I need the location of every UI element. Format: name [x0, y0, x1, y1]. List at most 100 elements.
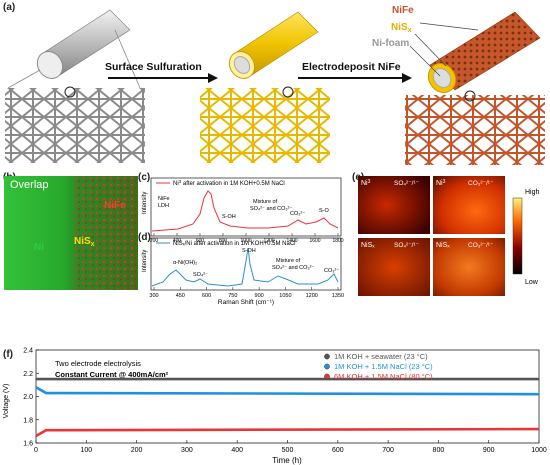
series-line-3: [35, 427, 540, 438]
legend-marker-2: [324, 363, 330, 370]
panel-c-ann-nife: NiFe: [158, 196, 170, 202]
step2-label: Electrodeposit NiFe: [302, 61, 401, 73]
xtick-label: 200: [150, 238, 159, 244]
panel-c-ylabel: Intensity: [142, 192, 148, 214]
x-tick-label: 0: [34, 447, 38, 454]
xtick-label: 1200: [263, 238, 274, 244]
panel-d-ann-so4: SO₄²⁻: [193, 272, 208, 278]
panel-d-ann-nioh: α-Ni(OH)₂: [173, 260, 197, 266]
panels-c-d-raman: Intensity Ni3 after activation in 1M KOH…: [142, 177, 344, 306]
map-4-ion: CO₃²⁻/¹⁻: [468, 242, 494, 249]
map-2-ion: CO₃²⁻/¹⁻: [468, 180, 494, 187]
x-tick-label: 500: [282, 447, 294, 454]
panel-a-schematic: Surface Sulfuration Electrodeposit NiFe …: [5, 5, 545, 165]
y-tick-label: 2.4: [23, 348, 33, 355]
map-nis-so4: [358, 238, 430, 296]
map-ni3-co3: [433, 176, 505, 234]
x-tick-label: 1000: [531, 447, 547, 454]
panel-d-frame: [150, 237, 342, 291]
y-tick-label: 2.0: [23, 394, 33, 401]
xtick-label: 1350: [332, 293, 344, 299]
xtick-label: 1600: [309, 238, 320, 244]
panel-e-raman-maps: Ni3 SO₄²⁻/¹⁻ Ni3 CO₃²⁻/¹⁻ NiSₓ SO₄²⁻/¹⁻ …: [358, 176, 540, 296]
xtick-label: 800: [219, 238, 228, 244]
nis-rod: [228, 11, 319, 79]
panel-c-ann-mix1: Mixture of: [253, 199, 278, 205]
panel-f-xlabel: Time (h): [272, 456, 302, 465]
ni-foam-rod: [36, 9, 131, 79]
colorbar-low: Low: [525, 279, 539, 286]
xtick-label: 1800: [332, 238, 343, 244]
nifoam-layer-label: Ni-foam: [372, 38, 409, 49]
xtick-label: 900: [255, 293, 264, 299]
x-tick-label: 700: [382, 447, 394, 454]
panel-d-spectrum: [151, 247, 339, 287]
y-tick-label: 1.6: [23, 441, 33, 448]
x-tick-label: 800: [433, 447, 445, 454]
x-tick-label: 600: [332, 447, 344, 454]
panel-d-ann-mix2: SO₄²⁻ and CO₃²⁻: [272, 265, 314, 271]
panel-b-eds-overlap-map: Overlap NiFe NiSx Ni: [4, 176, 138, 290]
series-line-2: [35, 386, 540, 396]
y-tick-label: 1.8: [23, 417, 33, 424]
map-2-species: Ni3: [436, 179, 446, 187]
panel-d-ann-soh: S-OH: [242, 248, 256, 254]
map-nis-co3: [433, 238, 505, 296]
map-4-species: NiSₓ: [436, 242, 450, 249]
legend-marker-1: [324, 353, 330, 360]
nife-rod: [427, 11, 541, 93]
panel-d-legend: NiSₓ/Ni after activation in 1M KOH+0.5M …: [173, 241, 296, 247]
nife-label: NiFe: [104, 200, 126, 211]
ni-label: Ni: [34, 242, 44, 253]
panel-a-label: (a): [3, 2, 16, 13]
panel-c-ann-so: S-O: [319, 208, 330, 214]
nife-layer-label: NiFe: [392, 5, 414, 16]
legend-marker-3: [324, 373, 330, 380]
map-1-species: Ni3: [361, 179, 371, 187]
nis-label: NiSx: [74, 236, 95, 248]
panel-d-xlabel: Raman Shift (cm⁻¹): [218, 299, 274, 306]
overlap-title: Overlap: [10, 179, 49, 191]
xtick-label: 750: [228, 293, 237, 299]
xtick-label: 450: [176, 293, 185, 299]
x-tick-label: 300: [181, 447, 193, 454]
intensity-colorbar: [512, 197, 523, 275]
map-ni3-so4: [358, 176, 430, 234]
panel-c-xticks: 200 400 600 800 1000 1200 1400 1600 1800: [150, 233, 344, 244]
panel-c-ann-co3: CO₃²⁻: [290, 211, 305, 217]
ni-foam-network: [5, 88, 145, 163]
xtick-label: 1200: [306, 293, 318, 299]
panel-c-ann-ldh: LDH: [158, 203, 169, 209]
panel-c-ann-soh: S-OH: [222, 214, 236, 220]
legend-label-1: 1M KOH + seawater (23 °C): [334, 352, 428, 361]
panel-c-legend: Ni3 after activation in 1M KOH+0.5M NaCl: [173, 179, 285, 187]
nis-foam-network: [200, 88, 330, 163]
colorbar-high: High: [525, 189, 540, 196]
panel-d-xticks: 300 450 600 750 900 1050 1200 1350: [149, 287, 344, 299]
panel-c-ann-mix2: SO₄²⁻ and CO₃²⁻: [250, 206, 292, 212]
panel-f-note2: Constant Current @ 400mA/cm²: [55, 370, 169, 379]
panel-f-note1: Two electrode electrolysis: [55, 359, 141, 368]
panel-c-spectrum: [151, 190, 339, 232]
xtick-label: 600: [196, 238, 205, 244]
panel-f-ylabel: Voltage (V): [3, 384, 10, 419]
y-tick-label: 2.2: [23, 371, 33, 378]
xtick-label: 1050: [279, 293, 291, 299]
panel-c-label: (c): [138, 172, 151, 183]
xtick-label: 1400: [286, 238, 297, 244]
x-tick-label: 100: [80, 447, 92, 454]
panel-f-stability-chart: Voltage (V) Time (h) Two electrode elect…: [3, 348, 547, 465]
panel-f-label: (f): [3, 349, 13, 360]
nife-foam-network: [405, 95, 545, 165]
map-3-species: NiSₓ: [361, 242, 375, 249]
xtick-label: 400: [173, 238, 182, 244]
legend-label-3: 6M KOH + 1.5M NaCl (80 °C): [334, 372, 433, 381]
map-1-ion: SO₄²⁻/¹⁻: [394, 180, 420, 187]
x-tick-label: 200: [131, 447, 143, 454]
xtick-label: 300: [149, 293, 158, 299]
x-tick-label: 900: [483, 447, 495, 454]
panel-d-label: (d): [138, 232, 151, 243]
map-3-ion: SO₄²⁻/¹⁻: [394, 242, 420, 249]
xtick-label: 600: [202, 293, 211, 299]
panel-d-ann-mix1: Mixture of: [276, 258, 301, 264]
